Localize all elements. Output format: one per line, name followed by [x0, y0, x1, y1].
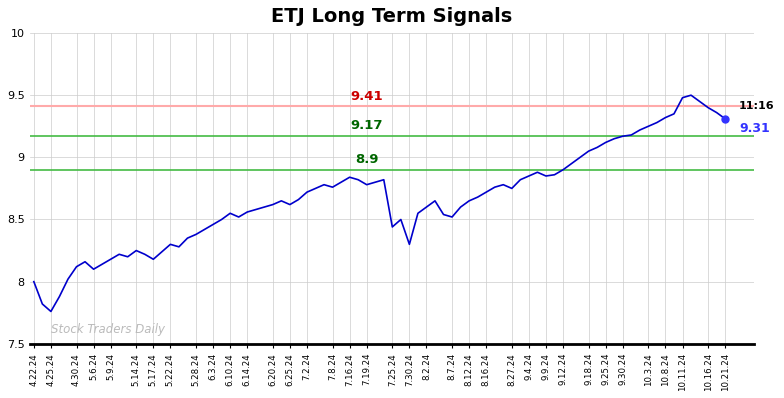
Text: 9.31: 9.31	[739, 122, 770, 135]
Text: 9.17: 9.17	[350, 119, 383, 133]
Text: 11:16: 11:16	[739, 101, 775, 111]
Text: 8.9: 8.9	[355, 153, 379, 166]
Title: ETJ Long Term Signals: ETJ Long Term Signals	[271, 7, 513, 26]
Text: 9.41: 9.41	[350, 90, 383, 103]
Text: Stock Traders Daily: Stock Traders Daily	[51, 323, 165, 336]
